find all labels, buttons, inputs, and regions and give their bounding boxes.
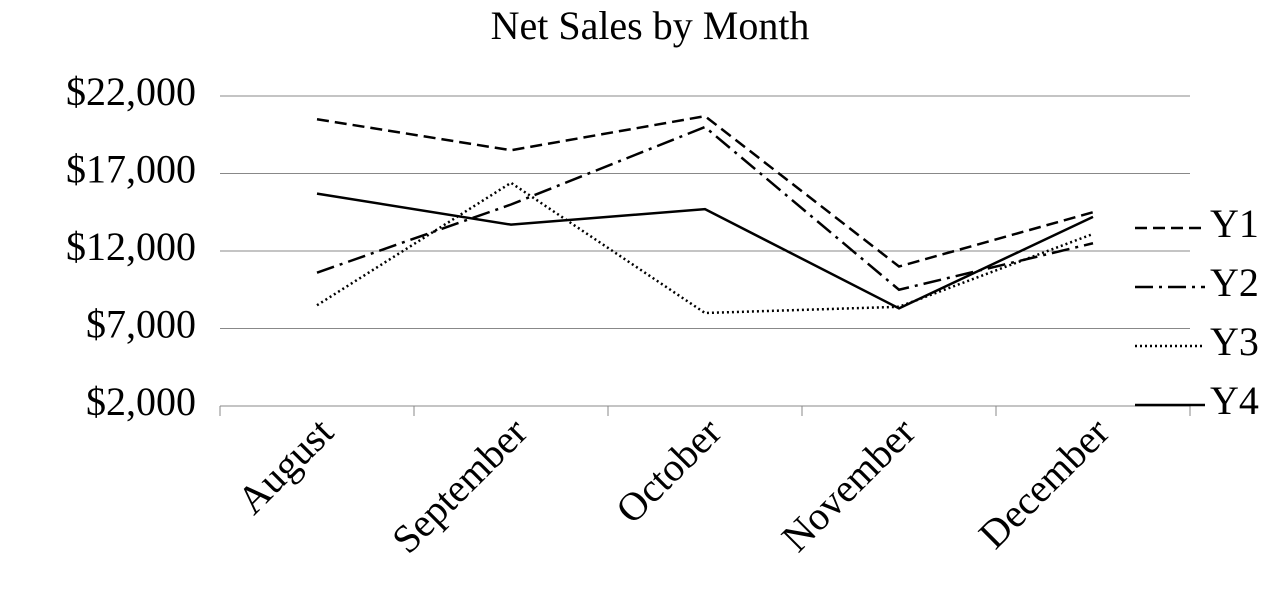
- legend-label: Y2: [1210, 260, 1259, 305]
- x-tick-label: August: [228, 409, 342, 523]
- series-line: [316, 192, 1094, 310]
- series-line: [316, 114, 1094, 268]
- x-tick-label: October: [607, 409, 730, 532]
- x-tick-label: November: [773, 409, 924, 560]
- x-tick-label: December: [970, 409, 1118, 557]
- y-tick-label: $2,000: [86, 379, 196, 424]
- legend-label: Y1: [1210, 201, 1259, 246]
- y-tick-label: $22,000: [66, 69, 196, 114]
- y-tick-label: $12,000: [66, 224, 196, 269]
- legend-label: Y3: [1210, 319, 1259, 364]
- series-line: [316, 181, 1094, 315]
- y-tick-label: $7,000: [86, 302, 196, 347]
- chart-title: Net Sales by Month: [491, 3, 810, 48]
- series-line: [316, 125, 1094, 292]
- legend-label: Y4: [1210, 378, 1259, 423]
- x-tick-label: September: [383, 409, 536, 562]
- y-tick-label: $17,000: [66, 147, 196, 192]
